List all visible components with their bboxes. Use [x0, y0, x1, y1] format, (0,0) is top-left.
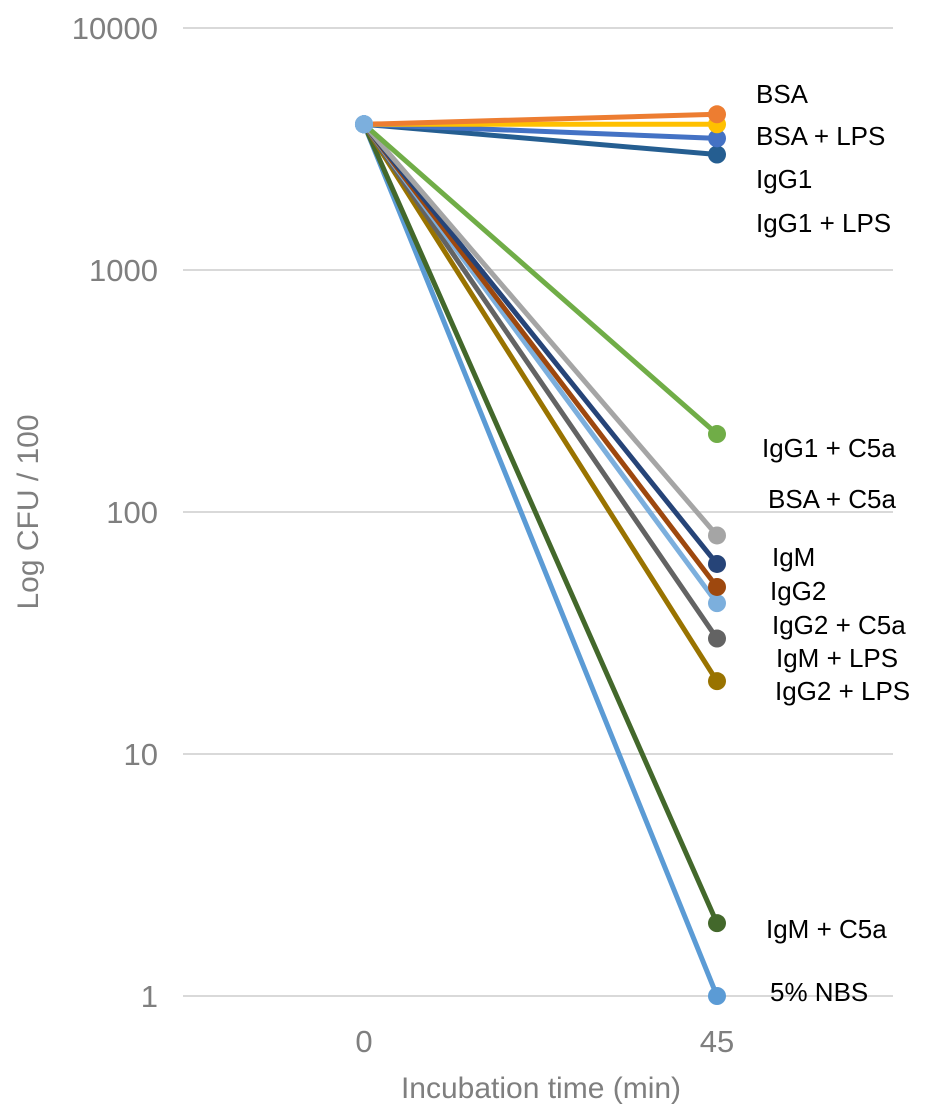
data-point [708, 987, 726, 1005]
y-axis-title: Log CFU / 100 [12, 414, 45, 609]
series-line [361, 121, 720, 158]
series-label: BSA + C5a [768, 484, 896, 514]
series-label: BSA [756, 79, 809, 109]
series-label: IgM [772, 542, 815, 572]
series-label: IgG1 + C5a [762, 433, 896, 463]
series-line [361, 121, 720, 926]
series-line [361, 121, 720, 684]
data-point [708, 629, 726, 648]
series-line [361, 121, 720, 999]
data-point [708, 105, 726, 124]
y-tick-label: 1 [141, 979, 158, 1014]
series-label: IgG2 + C5a [772, 610, 906, 640]
series-labels: BSA BSA + LPS IgG1 IgG1 + LPS IgG1 + C5a BSA … [756, 79, 910, 1007]
x-axis-title: Incubation time (min) [401, 1072, 681, 1105]
data-point [708, 554, 726, 573]
series-label: IgG2 + LPS [775, 676, 910, 706]
data-point [708, 129, 726, 148]
y-tick-label: 100 [106, 495, 158, 530]
series-line [361, 121, 720, 642]
data-point [708, 672, 726, 691]
data-point [708, 526, 726, 545]
series-lines [361, 111, 720, 999]
data-point [708, 914, 726, 933]
series-label: IgM + C5a [766, 914, 887, 944]
series-line [361, 121, 720, 538]
y-tick-label: 10000 [72, 11, 158, 46]
data-point [708, 594, 726, 613]
series-points [355, 105, 726, 1005]
x-tick-label: 0 [355, 1024, 372, 1059]
y-tick-label: 10 [124, 737, 158, 772]
series-label: IgG2 [770, 576, 826, 606]
data-point [708, 425, 726, 444]
series-line [361, 121, 720, 437]
series-label: IgM + LPS [776, 643, 898, 673]
series-label: IgG1 + LPS [756, 208, 891, 238]
series-label: IgG1 [756, 164, 812, 194]
data-point [355, 115, 373, 134]
y-tick-label: 1000 [89, 253, 158, 288]
x-tick-label: 45 [700, 1024, 734, 1059]
series-label: 5% NBS [770, 977, 868, 1007]
data-point [708, 577, 726, 596]
data-point [708, 145, 726, 164]
series-line [361, 111, 720, 127]
series-line [361, 121, 720, 567]
y-axis-tick-labels: 1 10 100 1000 10000 [72, 11, 158, 1014]
series-label: BSA + LPS [756, 121, 885, 151]
x-axis-tick-labels: 0 45 [355, 1024, 734, 1059]
